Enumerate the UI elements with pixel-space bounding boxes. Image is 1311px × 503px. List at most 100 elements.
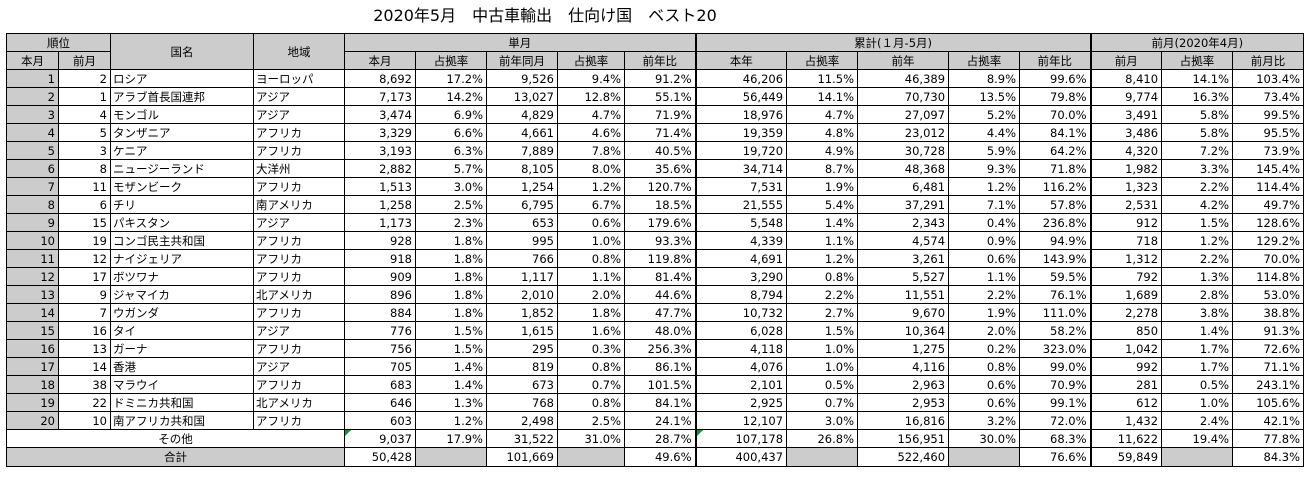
header-cumulative: 累計(１月-5月)	[695, 33, 1092, 52]
country-cell: コンゴ民主共和国	[110, 231, 254, 250]
cum-share-cell: 5.4%	[786, 195, 859, 214]
mom-cell: 129.2%	[1232, 231, 1305, 250]
month-share-cell: 1.3%	[415, 393, 487, 412]
cum-count-cell: 2,925	[695, 393, 788, 412]
total-prev-year-count: 101,669	[486, 447, 558, 467]
prev-rank-cell: 2	[58, 69, 111, 88]
cum-prev-year-cell: 4,116	[857, 357, 950, 376]
month-yoy-cell: 120.7%	[623, 177, 697, 196]
header-row-2: 本月 前月 本月 占拠率 前年同月 占拠率 前年比 本年 占拠率 前年 占拠率 …	[6, 51, 1305, 70]
cum-share-cell: 1.9%	[786, 177, 859, 196]
others-prev-year-share: 31.0%	[557, 429, 625, 448]
month-yoy-cell: 40.5%	[623, 141, 697, 160]
table-row: 5 3 ケニア アフリカ 3,193 6.3% 7,889 7.8% 40.5% 19,720 4.…	[6, 141, 1305, 160]
month-yoy-cell: 119.8%	[623, 249, 697, 268]
month-count-cell: 683	[344, 375, 416, 394]
others-cum-count: 107,178	[695, 429, 788, 448]
cum-count-cell: 34,714	[695, 159, 788, 178]
cum-count-cell: 7,531	[695, 177, 788, 196]
region-cell: アフリカ	[253, 177, 345, 196]
cum-count-cell: 12,107	[695, 411, 788, 430]
cum-share-cell: 0.7%	[786, 393, 859, 412]
table-row: 2 1 アラブ首長国連邦 アジア 7,173 14.2% 13,027 12.8% 55.1% 5…	[6, 87, 1305, 106]
table-row: 16 13 ガーナ アフリカ 756 1.5% 295 0.3% 256.3% 4,118 1.0%…	[6, 339, 1305, 358]
cum-prev-share-cell: 1.1%	[948, 267, 1021, 286]
country-cell: ガーナ	[110, 339, 254, 358]
cum-count-cell: 4,339	[695, 231, 788, 250]
cum-yoy-cell: 99.6%	[1019, 69, 1092, 88]
header-m-share: 占拠率	[415, 51, 487, 70]
rank-cell: 14	[6, 303, 59, 322]
rank-cell: 9	[6, 213, 59, 232]
month-yoy-cell: 18.5%	[623, 195, 697, 214]
header-c-prev-year: 前年	[857, 51, 950, 70]
cum-share-cell: 14.1%	[786, 87, 859, 106]
cum-count-cell: 3,290	[695, 267, 788, 286]
rank-cell: 11	[6, 249, 59, 268]
others-mom: 77.8%	[1232, 429, 1305, 448]
table-row: 18 38 マラウイ アフリカ 683 1.4% 673 0.7% 101.5% 2,101 0.5…	[6, 375, 1305, 394]
month-yoy-cell: 91.2%	[623, 69, 697, 88]
mom-cell: 128.6%	[1232, 213, 1305, 232]
table-row: 1 2 ロシア ヨーロッパ 8,692 17.2% 9,526 9.4% 91.2% 46,206…	[6, 69, 1305, 88]
month-share-cell: 1.4%	[415, 357, 487, 376]
prev-month-count-cell: 1,689	[1090, 285, 1163, 304]
country-cell: ロシア	[110, 69, 254, 88]
rank-cell: 18	[6, 375, 59, 394]
month-share-cell: 1.8%	[415, 231, 487, 250]
table-row: 14 7 ウガンダ アフリカ 884 1.8% 1,852 1.8% 47.7% 10,732 2.…	[6, 303, 1305, 322]
prev-month-count-cell: 3,486	[1090, 123, 1163, 142]
mom-cell: 99.5%	[1232, 105, 1305, 124]
prev-month-count-cell: 8,410	[1090, 69, 1163, 88]
cum-prev-year-cell: 16,816	[857, 411, 950, 430]
month-yoy-cell: 84.1%	[623, 393, 697, 412]
cum-yoy-cell: 79.8%	[1019, 87, 1092, 106]
cum-prev-year-cell: 48,368	[857, 159, 950, 178]
cum-count-cell: 8,794	[695, 285, 788, 304]
prev-month-share-cell: 3.3%	[1161, 159, 1234, 178]
cum-yoy-cell: 236.8%	[1019, 213, 1092, 232]
prev-year-count-cell: 2,498	[486, 411, 558, 430]
mom-cell: 38.8%	[1232, 303, 1305, 322]
table-row: 17 14 香港 アジア 705 1.4% 819 0.8% 86.1% 4,076 1.0% 4,1…	[6, 357, 1305, 376]
total-cum-count: 400,437	[695, 447, 788, 467]
header-row-1: 順位 国名 地域 単月 累計(１月-5月) 前月(2020年4月)	[6, 33, 1305, 70]
cum-prev-share-cell: 0.4%	[948, 213, 1021, 232]
mom-cell: 73.4%	[1232, 87, 1305, 106]
cum-share-cell: 1.0%	[786, 357, 859, 376]
prev-year-count-cell: 2,010	[486, 285, 558, 304]
rank-cell: 6	[6, 159, 59, 178]
prev-month-share-cell: 1.7%	[1161, 339, 1234, 358]
prev-month-count-cell: 1,312	[1090, 249, 1163, 268]
export-ranking-table: 順位 国名 地域 単月 累計(１月-5月) 前月(2020年4月) 本月 前月 …	[6, 33, 1305, 467]
month-yoy-cell: 24.1%	[623, 411, 697, 430]
others-month-yoy: 28.7%	[623, 429, 697, 448]
month-count-cell: 2,882	[344, 159, 416, 178]
mom-cell: 114.8%	[1232, 267, 1305, 286]
region-cell: アフリカ	[253, 249, 345, 268]
rank-cell: 16	[6, 339, 59, 358]
cum-count-cell: 56,449	[695, 87, 788, 106]
country-cell: ケニア	[110, 141, 254, 160]
header-m-share2: 占拠率	[557, 51, 625, 70]
cum-yoy-cell: 111.0%	[1019, 303, 1092, 322]
prev-year-share-cell: 6.7%	[557, 195, 625, 214]
prev-year-count-cell: 1,117	[486, 267, 558, 286]
header-rank-current: 本月	[6, 51, 59, 70]
cum-prev-year-cell: 1,275	[857, 339, 950, 358]
cum-yoy-cell: 71.8%	[1019, 159, 1092, 178]
prev-month-count-cell: 1,982	[1090, 159, 1163, 178]
country-cell: チリ	[110, 195, 254, 214]
prev-month-share-cell: 2.4%	[1161, 411, 1234, 430]
month-share-cell: 5.7%	[415, 159, 487, 178]
prev-year-count-cell: 819	[486, 357, 558, 376]
month-count-cell: 8,692	[344, 69, 416, 88]
cum-prev-year-cell: 2,343	[857, 213, 950, 232]
prev-year-count-cell: 4,661	[486, 123, 558, 142]
cum-yoy-cell: 143.9%	[1019, 249, 1092, 268]
prev-rank-cell: 14	[58, 357, 111, 376]
prev-year-share-cell: 2.0%	[557, 285, 625, 304]
region-cell: ヨーロッパ	[253, 69, 345, 88]
prev-year-share-cell: 0.7%	[557, 375, 625, 394]
cum-prev-share-cell: 1.9%	[948, 303, 1021, 322]
